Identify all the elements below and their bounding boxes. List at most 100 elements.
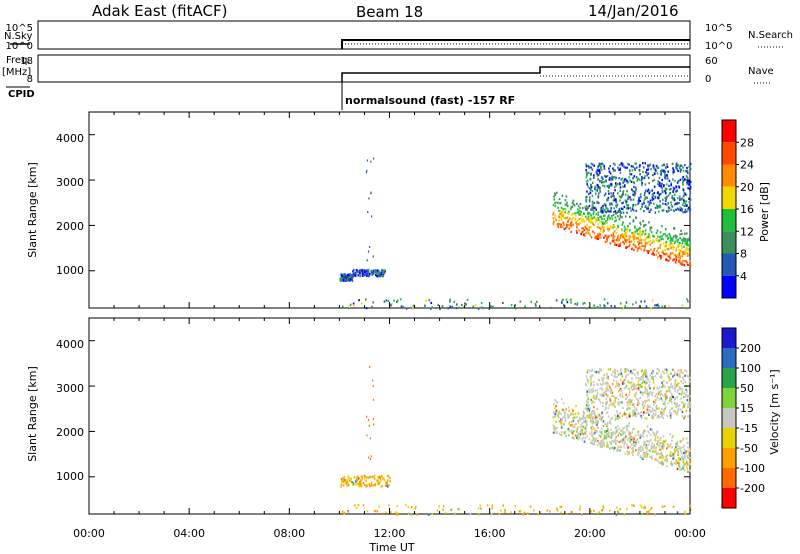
data-point: [643, 210, 645, 213]
data-point: [634, 230, 637, 233]
data-point: [354, 271, 357, 274]
data-point: [381, 485, 384, 488]
data-point: [632, 190, 634, 193]
data-point: [653, 247, 656, 251]
data-point: [617, 398, 620, 401]
data-point: [603, 298, 606, 301]
data-point: [671, 162, 674, 165]
data-point: [661, 415, 663, 418]
data-point: [688, 201, 691, 204]
data-point: [689, 508, 692, 511]
data-point: [560, 505, 563, 508]
data-point: [354, 480, 357, 483]
data-point: [625, 397, 627, 401]
data-point: [623, 234, 626, 238]
colorbar-tick-label: 28: [740, 136, 754, 149]
data-point: [591, 439, 594, 442]
data-point: [661, 463, 664, 466]
data-point: [449, 300, 451, 303]
data-point: [678, 403, 681, 407]
data-point: [659, 193, 661, 196]
data-point: [682, 187, 685, 191]
data-point: [571, 431, 574, 435]
data-point: [608, 447, 611, 450]
data-point: [644, 241, 647, 244]
data-point: [352, 268, 355, 272]
data-point: [606, 225, 609, 228]
data-point: [618, 402, 620, 405]
data-point: [625, 246, 627, 250]
data-point: [649, 428, 652, 431]
data-point: [491, 504, 494, 507]
data-point: [679, 164, 682, 168]
data-point: [646, 190, 649, 193]
data-point: [638, 388, 641, 391]
data-point: [571, 220, 573, 223]
data-point: [649, 229, 652, 232]
data-point: [640, 385, 643, 388]
data-point: [629, 371, 632, 374]
data-point: [662, 249, 664, 252]
data-point: [680, 238, 683, 241]
data-point: [610, 234, 613, 237]
data-point: [639, 164, 641, 167]
data-point: [631, 377, 633, 380]
data-point: [601, 222, 604, 225]
data-point: [594, 440, 596, 444]
data-point: [680, 452, 683, 455]
data-point: [591, 409, 594, 413]
data-point: [686, 398, 689, 402]
data-point: [580, 219, 583, 222]
data-point: [648, 192, 651, 195]
data-point: [623, 165, 625, 168]
data-point: [615, 430, 618, 433]
data-point: [661, 169, 663, 172]
data-point: [573, 426, 576, 429]
data-point: [622, 211, 625, 214]
data-point: [596, 200, 598, 203]
data-point: [629, 403, 632, 406]
data-point: [631, 403, 634, 407]
data-point: [576, 219, 579, 222]
data-point: [668, 399, 671, 402]
data-point: [688, 447, 691, 450]
data-point: [634, 434, 637, 437]
data-point: [612, 176, 614, 179]
data-point: [583, 301, 586, 305]
data-point: [633, 175, 636, 178]
data-point: [639, 223, 642, 226]
data-point: [672, 410, 675, 413]
data-point: [599, 230, 602, 233]
data-point: [344, 276, 347, 280]
data-point: [556, 509, 559, 512]
data-point: [590, 376, 592, 379]
data-point: [670, 461, 673, 464]
data-point: [647, 385, 650, 388]
data-point: [678, 186, 681, 189]
data-point: [615, 382, 618, 385]
data-point: [677, 444, 679, 448]
data-point: [671, 385, 674, 388]
data-point: [646, 168, 648, 172]
data-point: [599, 430, 601, 433]
data-point: [576, 226, 578, 229]
data-point: [564, 420, 567, 423]
data-point: [619, 234, 622, 237]
data-point: [382, 512, 385, 515]
data-point: [621, 414, 624, 417]
data-point: [640, 300, 643, 303]
data-point: [380, 272, 383, 276]
data-point: [341, 480, 343, 483]
data-point: [664, 170, 666, 173]
data-point: [596, 219, 599, 222]
data-point: [601, 387, 603, 390]
data-point: [597, 371, 600, 374]
colorbar-segment: [722, 253, 736, 276]
data-point: [686, 390, 688, 393]
data-point: [665, 381, 668, 384]
data-point: [659, 448, 661, 451]
data-point: [684, 403, 687, 406]
data-point: [623, 413, 626, 416]
data-point: [632, 234, 635, 237]
data-point: [504, 509, 506, 512]
